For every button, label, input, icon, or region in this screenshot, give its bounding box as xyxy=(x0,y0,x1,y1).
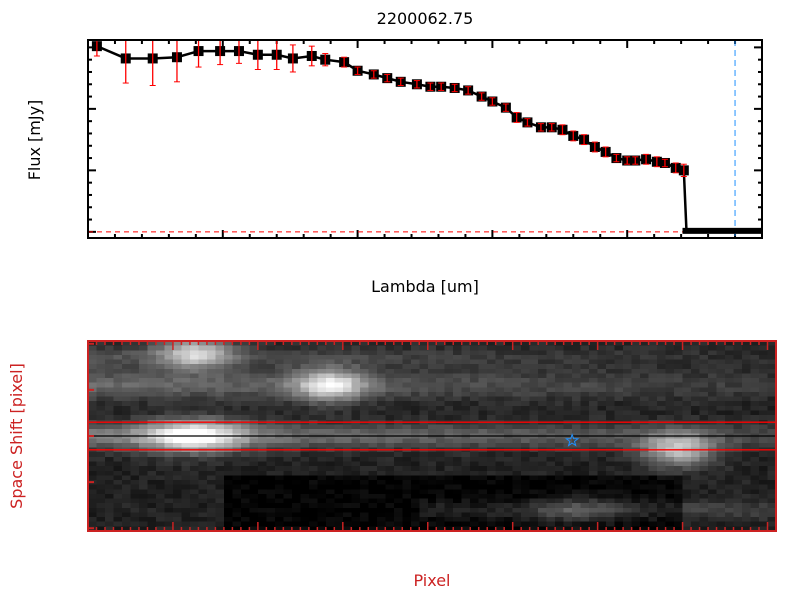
spectrum-2d-image xyxy=(88,341,776,531)
chart-title: 2200062.75 xyxy=(377,9,474,28)
x-axis-label: Lambda [um] xyxy=(371,277,479,296)
y-axis-label: Flux [mJy] xyxy=(25,100,44,181)
plot-frame xyxy=(87,39,763,239)
space-shift-axis-label: Space Shift [pixel] xyxy=(7,363,26,509)
flux-line xyxy=(96,44,762,234)
zero-flux-segment xyxy=(682,227,762,234)
pixel-axis-label: Pixel xyxy=(413,571,450,590)
spectrum-plot: 2200062.75 Lambda [um] Flux [mJy] xyxy=(25,9,763,296)
